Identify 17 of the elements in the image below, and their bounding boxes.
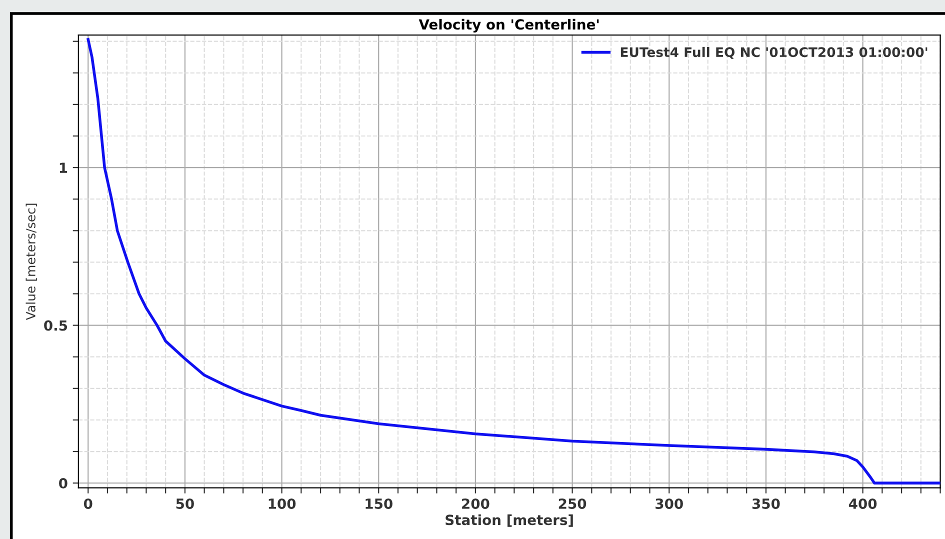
x-tick-label: 250 [558, 498, 586, 509]
x-tick-label: 50 [176, 498, 194, 509]
legend-label: EUTest4 Full EQ NC '01OCT2013 01:00:00' [620, 46, 928, 59]
x-tick-label: 400 [848, 498, 877, 509]
line-series [86, 38, 940, 484]
x-tick-label: 200 [462, 498, 490, 509]
x-tick-label: 300 [656, 498, 683, 509]
chart-title: Velocity on 'Centerline' [418, 18, 599, 32]
y-tick-label: 1 [60, 162, 68, 173]
y-tick-label: 0 [59, 478, 68, 489]
y-tick-label: 0.5 [44, 320, 68, 331]
x-axis-title: Station [meters] [446, 514, 573, 527]
x-tick-label: 350 [752, 498, 780, 509]
y-axis-title: Value [meters/sec] [26, 204, 37, 320]
x-tick-label: 150 [366, 498, 392, 509]
x-tick-label: 100 [268, 498, 296, 509]
x-tick-label: 0 [84, 498, 92, 509]
